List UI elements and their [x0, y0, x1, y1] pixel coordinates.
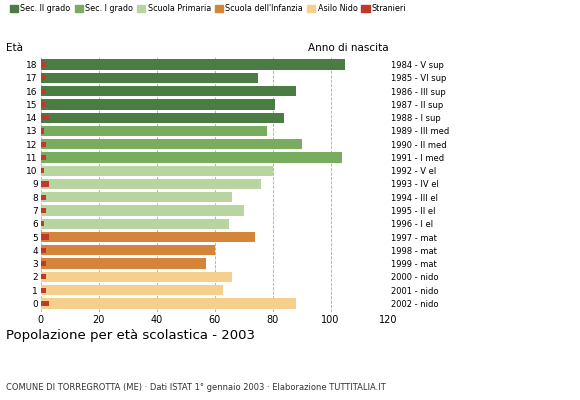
Bar [41, 88, 46, 94]
Bar [41, 155, 46, 160]
Bar [41, 285, 223, 295]
Bar [41, 298, 296, 308]
Bar [41, 102, 46, 107]
Text: Anno di nascita: Anno di nascita [308, 44, 389, 54]
Bar [41, 62, 46, 67]
Text: Età: Età [6, 44, 23, 54]
Text: COMUNE DI TORREGROTTA (ME) · Dati ISTAT 1° gennaio 2003 · Elaborazione TUTTITALI: COMUNE DI TORREGROTTA (ME) · Dati ISTAT … [6, 383, 386, 392]
Bar [41, 272, 232, 282]
Bar [41, 261, 46, 266]
Bar [41, 208, 46, 213]
Text: Popolazione per età scolastica - 2003: Popolazione per età scolastica - 2003 [6, 329, 255, 342]
Bar [41, 248, 46, 253]
Bar [41, 258, 206, 269]
Bar [41, 139, 302, 149]
Bar [41, 192, 232, 202]
Bar [41, 99, 276, 110]
Bar [41, 232, 255, 242]
Bar [41, 73, 258, 83]
Bar [41, 152, 342, 163]
Bar [41, 168, 43, 173]
Bar [41, 75, 46, 80]
Bar [41, 234, 49, 240]
Bar [41, 115, 49, 120]
Bar [41, 60, 345, 70]
Bar [41, 182, 49, 186]
Bar [41, 86, 296, 96]
Bar [41, 221, 43, 226]
Bar [41, 112, 284, 123]
Bar [41, 301, 49, 306]
Bar [41, 205, 244, 216]
Bar [41, 126, 267, 136]
Legend: Sec. II grado, Sec. I grado, Scuola Primaria, Scuola dell'Infanzia, Asilo Nido, : Sec. II grado, Sec. I grado, Scuola Prim… [10, 4, 407, 13]
Bar [41, 195, 46, 200]
Bar [41, 245, 215, 256]
Bar [41, 179, 261, 189]
Bar [41, 219, 229, 229]
Bar [41, 288, 46, 293]
Bar [41, 142, 46, 147]
Bar [41, 166, 273, 176]
Bar [41, 274, 46, 280]
Bar [41, 128, 43, 134]
